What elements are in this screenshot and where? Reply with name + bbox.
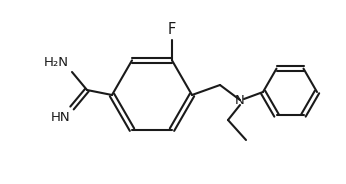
Text: N: N bbox=[235, 93, 245, 107]
Text: F: F bbox=[168, 22, 176, 37]
Text: H₂N: H₂N bbox=[44, 56, 69, 69]
Text: HN: HN bbox=[51, 111, 70, 124]
